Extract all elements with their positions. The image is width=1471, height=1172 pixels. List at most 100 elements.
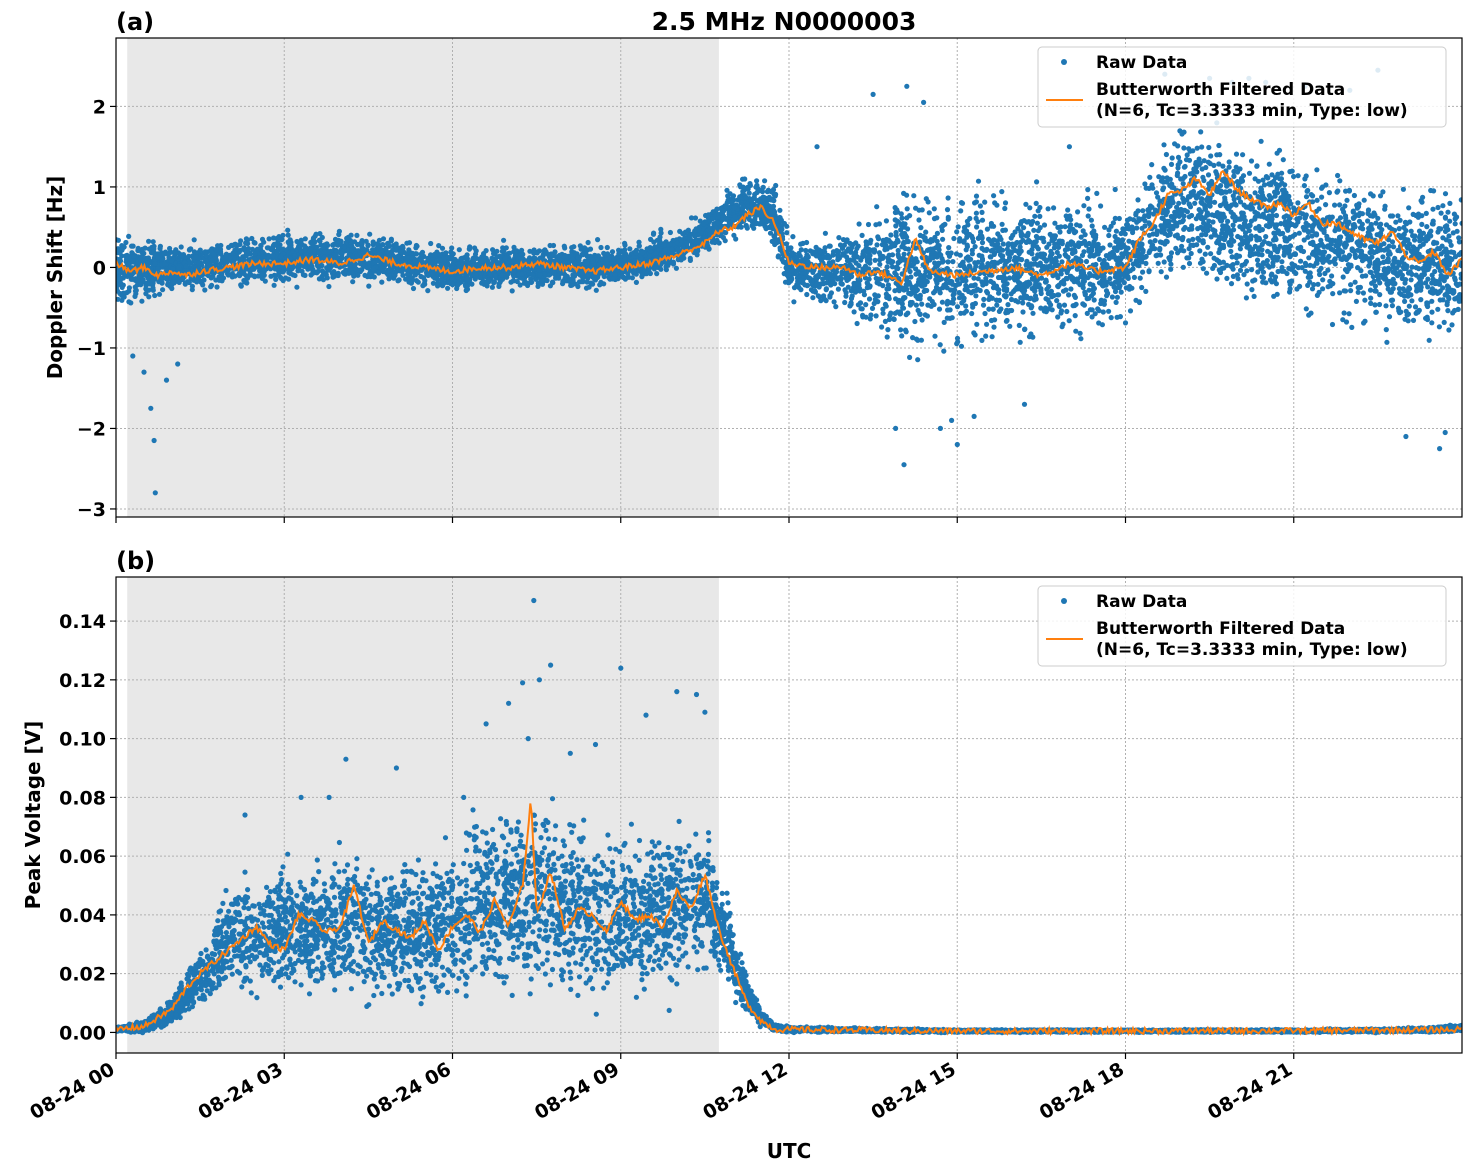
raw-data-point <box>1032 213 1038 219</box>
raw-data-point <box>1369 254 1375 260</box>
raw-data-point <box>604 244 610 251</box>
raw-data-point <box>1314 260 1320 266</box>
raw-data-point <box>1456 239 1462 245</box>
raw-data-point <box>238 283 244 289</box>
raw-data-point <box>872 257 878 263</box>
raw-data-point <box>1077 223 1083 229</box>
raw-data-point <box>1402 280 1408 286</box>
raw-data-point <box>1317 271 1323 278</box>
raw-data-point <box>1454 228 1460 234</box>
raw-data-point <box>740 176 746 182</box>
raw-data-point <box>1337 178 1343 184</box>
raw-data-point <box>963 247 969 253</box>
raw-data-point <box>1190 236 1196 242</box>
raw-data-point <box>1072 313 1078 319</box>
raw-data-point <box>989 241 995 247</box>
raw-data-point <box>1196 156 1202 162</box>
raw-data-point <box>398 268 404 274</box>
raw-data-point <box>350 279 356 285</box>
raw-data-point <box>1106 232 1112 239</box>
raw-data-point <box>463 283 469 289</box>
raw-data-point <box>1408 277 1414 283</box>
raw-data-point <box>1186 157 1193 163</box>
raw-data-point <box>1200 174 1206 180</box>
raw-data-point <box>1342 203 1348 209</box>
raw-data-point <box>595 237 601 243</box>
raw-data-point <box>874 242 880 248</box>
raw-data-point <box>924 313 931 319</box>
raw-data-point <box>1252 190 1258 196</box>
raw-data-point <box>1388 289 1394 295</box>
raw-data-point <box>1147 248 1153 254</box>
raw-data-point <box>1208 153 1214 159</box>
raw-data-point <box>1033 200 1039 206</box>
raw-data-point <box>1143 260 1149 266</box>
raw-data-point <box>1438 210 1444 216</box>
raw-data-point <box>1348 288 1354 294</box>
raw-data-point <box>1140 269 1146 275</box>
raw-data-point <box>202 287 208 293</box>
raw-data-point <box>294 284 300 290</box>
raw-data-point <box>122 290 128 296</box>
raw-data-point <box>1131 274 1137 280</box>
raw-data-point <box>973 193 980 199</box>
raw-data-point <box>828 290 835 296</box>
raw-data-point <box>585 239 591 246</box>
raw-data-point <box>1446 233 1452 239</box>
raw-data-point <box>1169 198 1175 204</box>
raw-data-point <box>455 281 461 287</box>
raw-data-point <box>1020 300 1026 306</box>
raw-data-point <box>266 236 272 242</box>
raw-data-point <box>1251 293 1257 299</box>
raw-data-point <box>973 293 979 299</box>
raw-data-point <box>884 334 890 340</box>
raw-data-point <box>1038 305 1044 311</box>
raw-data-point <box>1228 236 1235 242</box>
raw-data-point <box>1315 281 1321 287</box>
raw-data-point <box>810 295 816 301</box>
raw-data-point <box>126 285 132 291</box>
raw-data-point <box>626 274 632 280</box>
raw-data-point <box>1293 270 1299 276</box>
raw-data-point <box>1180 264 1186 270</box>
raw-data-point <box>358 240 364 246</box>
raw-data-point <box>1373 220 1379 226</box>
raw-data-point <box>1161 142 1167 148</box>
raw-data-point <box>1409 298 1415 304</box>
raw-data-point <box>931 216 938 222</box>
raw-data-point <box>951 235 957 242</box>
raw-data-point <box>1295 200 1301 206</box>
raw-data-point <box>1395 213 1401 219</box>
raw-data-point <box>1356 218 1363 224</box>
raw-data-point <box>1086 240 1092 247</box>
raw-data-point <box>1035 208 1041 214</box>
raw-data-point <box>894 237 901 243</box>
raw-data-point <box>259 236 266 242</box>
raw-data-point <box>1109 294 1115 300</box>
raw-data-point <box>974 321 980 327</box>
raw-data-point <box>336 231 342 238</box>
raw-data-point <box>667 229 674 236</box>
raw-data-point <box>876 221 883 227</box>
raw-data-point <box>1301 237 1307 243</box>
raw-data-point <box>1082 291 1088 297</box>
raw-data-point <box>1431 188 1437 194</box>
raw-data-point <box>1425 276 1431 282</box>
raw-data-point <box>1205 244 1211 250</box>
raw-data-point <box>252 240 258 246</box>
raw-data-point <box>1200 259 1206 265</box>
raw-data-point <box>380 236 387 242</box>
raw-data-point <box>1214 276 1220 282</box>
raw-data-point <box>1353 298 1359 304</box>
raw-data-point <box>1192 200 1198 206</box>
raw-data-point <box>831 299 837 305</box>
raw-data-point <box>1065 241 1071 247</box>
raw-data-point <box>1031 256 1037 262</box>
raw-data-point <box>888 232 894 238</box>
raw-data-point <box>1358 268 1364 274</box>
raw-data-point <box>1134 225 1140 231</box>
raw-data-point <box>491 280 497 286</box>
raw-data-point <box>1229 254 1235 260</box>
raw-data-point <box>202 249 208 255</box>
